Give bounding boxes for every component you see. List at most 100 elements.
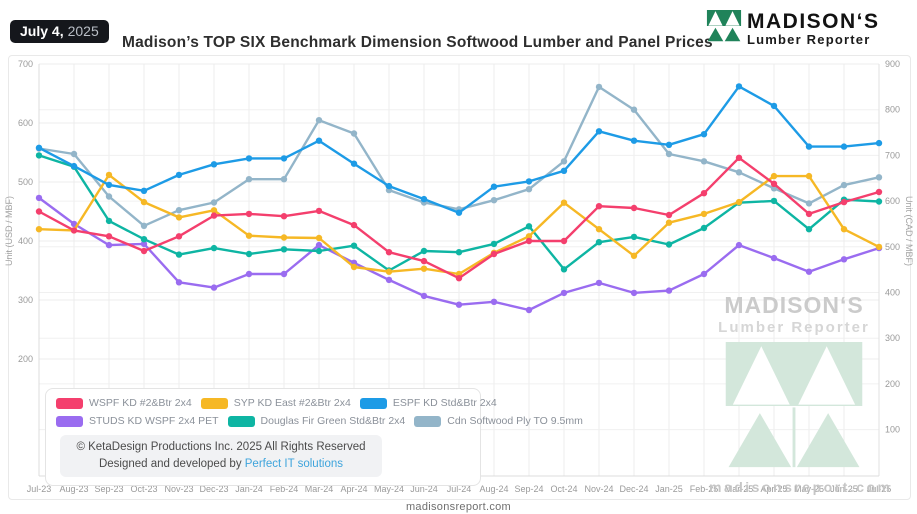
data-point[interactable]: [840, 226, 848, 233]
data-point[interactable]: [630, 289, 638, 297]
data-point[interactable]: [735, 154, 743, 161]
data-point[interactable]: [315, 234, 323, 242]
data-point[interactable]: [70, 150, 78, 158]
data-point[interactable]: [315, 207, 323, 215]
data-point[interactable]: [840, 256, 848, 263]
data-point[interactable]: [140, 240, 148, 248]
data-point[interactable]: [735, 198, 743, 206]
data-point[interactable]: [840, 143, 848, 150]
data-point[interactable]: [455, 275, 463, 282]
data-point[interactable]: [245, 232, 253, 239]
data-point[interactable]: [665, 219, 673, 226]
data-point[interactable]: [525, 178, 533, 185]
data-point[interactable]: [280, 176, 288, 183]
data-point[interactable]: [700, 190, 708, 197]
data-point[interactable]: [175, 233, 183, 240]
data-point[interactable]: [770, 180, 778, 187]
data-point[interactable]: [700, 210, 708, 218]
data-point[interactable]: [70, 220, 78, 228]
legend-item-dougfir[interactable]: Douglas Fir Green Std&Btr 2x4: [227, 415, 405, 427]
data-point[interactable]: [560, 237, 568, 245]
data-point[interactable]: [700, 158, 708, 165]
data-point[interactable]: [560, 199, 568, 206]
data-point[interactable]: [315, 247, 323, 255]
data-point[interactable]: [700, 224, 708, 232]
data-point[interactable]: [385, 182, 393, 190]
data-point[interactable]: [175, 214, 183, 221]
data-point[interactable]: [455, 301, 463, 308]
data-point[interactable]: [525, 223, 533, 230]
data-point[interactable]: [700, 270, 708, 278]
data-point[interactable]: [105, 181, 113, 189]
data-point[interactable]: [385, 276, 393, 284]
data-point[interactable]: [490, 298, 498, 305]
data-point[interactable]: [350, 263, 358, 271]
data-point[interactable]: [770, 197, 778, 205]
data-point[interactable]: [245, 210, 253, 218]
data-point[interactable]: [630, 233, 638, 241]
data-point[interactable]: [525, 237, 533, 245]
data-point[interactable]: [175, 207, 183, 214]
data-point[interactable]: [805, 172, 813, 180]
data-point[interactable]: [175, 251, 183, 258]
data-point[interactable]: [245, 176, 253, 183]
data-point[interactable]: [770, 102, 778, 110]
data-point[interactable]: [280, 213, 288, 220]
legend-item-cdnply[interactable]: Cdn Softwood Ply TO 9.5mm: [414, 415, 583, 427]
data-point[interactable]: [630, 252, 638, 259]
data-point[interactable]: [525, 306, 533, 314]
data-point[interactable]: [245, 270, 253, 278]
data-point[interactable]: [70, 162, 78, 170]
data-point[interactable]: [770, 254, 778, 262]
data-point[interactable]: [210, 161, 218, 168]
data-point[interactable]: [140, 247, 148, 255]
data-point[interactable]: [210, 212, 218, 219]
data-point[interactable]: [350, 221, 358, 229]
data-point[interactable]: [315, 241, 323, 249]
data-point[interactable]: [665, 141, 673, 148]
data-point[interactable]: [595, 203, 603, 210]
data-point[interactable]: [630, 137, 638, 144]
data-point[interactable]: [490, 197, 498, 204]
data-point[interactable]: [420, 265, 428, 272]
data-point[interactable]: [805, 268, 813, 275]
data-point[interactable]: [315, 137, 323, 144]
data-point[interactable]: [595, 83, 603, 91]
data-point[interactable]: [105, 217, 113, 225]
data-point[interactable]: [105, 193, 113, 200]
data-point[interactable]: [70, 227, 78, 234]
data-point[interactable]: [420, 247, 428, 255]
data-point[interactable]: [805, 226, 813, 233]
data-point[interactable]: [210, 284, 218, 291]
data-point[interactable]: [105, 241, 113, 249]
data-point[interactable]: [455, 209, 463, 216]
site-footer-link[interactable]: madisonsreport.com: [405, 501, 512, 513]
data-point[interactable]: [735, 83, 743, 90]
data-point[interactable]: [525, 186, 533, 193]
data-point[interactable]: [140, 236, 148, 243]
data-point[interactable]: [35, 152, 43, 159]
data-point[interactable]: [280, 234, 288, 241]
data-point[interactable]: [560, 289, 568, 297]
data-point[interactable]: [140, 222, 148, 229]
data-point[interactable]: [735, 169, 743, 176]
data-point[interactable]: [630, 106, 638, 113]
data-point[interactable]: [560, 167, 568, 174]
data-point[interactable]: [420, 195, 428, 203]
legend-item-syp[interactable]: SYP KD East #2&Btr 2x4: [200, 397, 351, 409]
data-point[interactable]: [35, 194, 43, 202]
legend-item-espf[interactable]: ESPF KD Std&Btr 2x4: [359, 397, 497, 409]
legend-item-studs[interactable]: STUDS KD WSPF 2x4 PET: [56, 415, 219, 427]
data-point[interactable]: [420, 292, 428, 300]
data-point[interactable]: [875, 174, 883, 181]
data-point[interactable]: [665, 211, 673, 219]
data-point[interactable]: [665, 287, 673, 294]
data-point[interactable]: [35, 144, 43, 151]
data-point[interactable]: [490, 250, 498, 258]
data-point[interactable]: [105, 233, 113, 240]
data-point[interactable]: [560, 266, 568, 273]
data-point[interactable]: [280, 270, 288, 278]
data-point[interactable]: [210, 244, 218, 252]
data-point[interactable]: [210, 207, 218, 214]
legend-item-wspf[interactable]: WSPF KD #2&Btr 2x4: [56, 397, 192, 409]
